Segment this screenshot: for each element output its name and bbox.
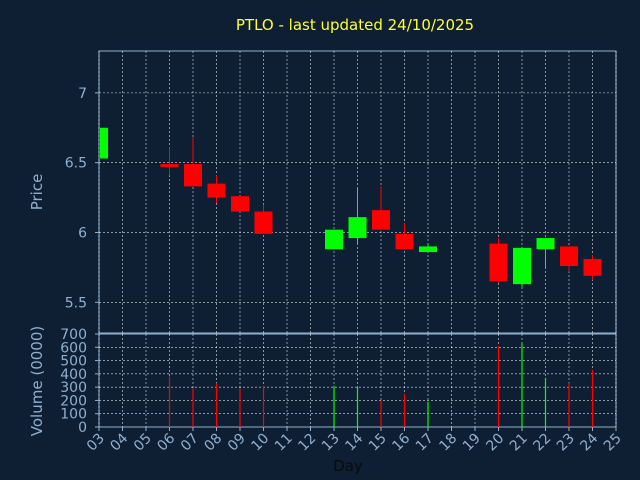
candle-body	[254, 211, 273, 234]
chart-title: PTLO - last updated 24/10/2025	[236, 16, 474, 34]
candle-body	[348, 217, 367, 239]
volume-tick-label: 500	[60, 354, 87, 370]
candle-body	[207, 183, 226, 198]
volume-tick-label: 300	[60, 380, 87, 396]
volume-tick-label: 700	[60, 327, 87, 343]
candle-body	[231, 196, 249, 212]
volume-tick-label: 600	[60, 340, 87, 356]
volume-bars	[168, 343, 594, 427]
candle-body	[536, 238, 555, 250]
price-axis-label: Price	[28, 174, 46, 211]
candle-body	[160, 164, 179, 168]
candle-body	[513, 247, 531, 285]
candle-body	[560, 246, 578, 266]
candle-body	[325, 229, 343, 250]
price-tick-label: 5.5	[65, 295, 87, 311]
price-panel: 5.5 6 6.5 7 Price	[28, 50, 617, 334]
candle-body	[489, 243, 508, 282]
x-axis-label: Day	[333, 457, 363, 475]
price-tick-label: 7	[78, 86, 87, 102]
volume-tick-label: 200	[60, 393, 87, 409]
volume-tick-label: 100	[60, 407, 87, 423]
candle-body	[372, 210, 390, 230]
price-tick-label: 6.5	[65, 156, 87, 172]
price-tick-label: 6	[78, 225, 87, 241]
candle-body	[100, 127, 108, 159]
volume-axis-label: Volume (0000)	[28, 326, 46, 436]
candle-body	[419, 246, 437, 253]
price-y-ticks: 5.5 6 6.5 7	[65, 86, 99, 311]
candle-body	[395, 233, 414, 250]
candle-body	[583, 259, 602, 276]
volume-tick-label: 0	[78, 420, 87, 436]
candles	[100, 127, 602, 287]
volume-tick-label: 400	[60, 367, 87, 383]
candle-body	[184, 164, 202, 187]
